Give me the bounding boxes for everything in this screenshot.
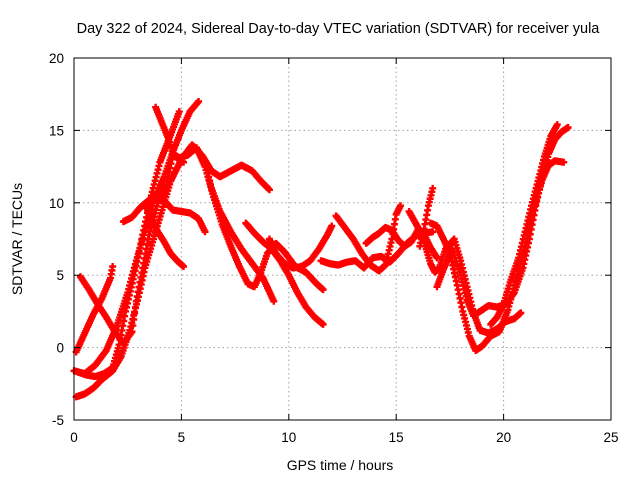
data-point (319, 286, 327, 294)
data-point (396, 202, 404, 210)
y-tick-label: 5 (56, 268, 64, 283)
data-point (270, 297, 278, 305)
x-tick-label: 10 (281, 430, 296, 445)
data-point (560, 158, 568, 166)
data-point (131, 303, 139, 311)
y-tick-label: -5 (52, 413, 64, 428)
data-point (429, 184, 437, 192)
y-axis-label: SDTVAR / TECUs (9, 183, 25, 295)
x-tick-label: 25 (603, 430, 618, 445)
series-sat-p (416, 184, 437, 250)
y-tick-label: 20 (49, 51, 64, 66)
plot-frame (73, 57, 612, 421)
data-point (128, 328, 136, 336)
x-tick-label: 15 (389, 430, 404, 445)
data-point (564, 124, 572, 132)
y-tick-label: 10 (49, 196, 64, 211)
series-sat-r (433, 124, 572, 320)
data-point (265, 186, 273, 194)
data-point (129, 322, 137, 330)
series-sat-m (332, 202, 404, 275)
series-sat-h (141, 200, 188, 271)
data-point (131, 309, 139, 317)
data-point (201, 228, 209, 236)
series-sat-b (70, 97, 203, 378)
data-point (130, 316, 138, 324)
data-marks (70, 97, 572, 401)
data-point (328, 222, 336, 230)
series-sat-f (119, 193, 209, 236)
data-point (195, 97, 203, 105)
series-sat-j (242, 219, 327, 328)
data-point (180, 263, 188, 271)
x-axis-ticks: 0 5 10 15 20 25 (70, 58, 619, 445)
data-point (429, 228, 437, 236)
y-tick-label: 15 (49, 123, 64, 138)
data-point (109, 263, 117, 271)
x-tick-label: 5 (178, 430, 186, 445)
series-sat-k (265, 222, 336, 272)
chart-title: Day 322 of 2024, Sidereal Day-to-day VTE… (77, 21, 601, 37)
x-tick-label: 0 (70, 430, 78, 445)
y-axis-ticks: -5 0 5 10 15 20 (49, 51, 611, 428)
x-axis-label: GPS time / hours (287, 457, 394, 473)
series-sat-i (192, 144, 327, 294)
data-point (319, 320, 327, 328)
data-point (553, 121, 561, 129)
data-point (175, 108, 183, 116)
x-tick-label: 20 (496, 430, 511, 445)
series-sat-s (487, 121, 561, 328)
y-tick-label: 0 (56, 341, 64, 356)
data-point (517, 309, 525, 317)
